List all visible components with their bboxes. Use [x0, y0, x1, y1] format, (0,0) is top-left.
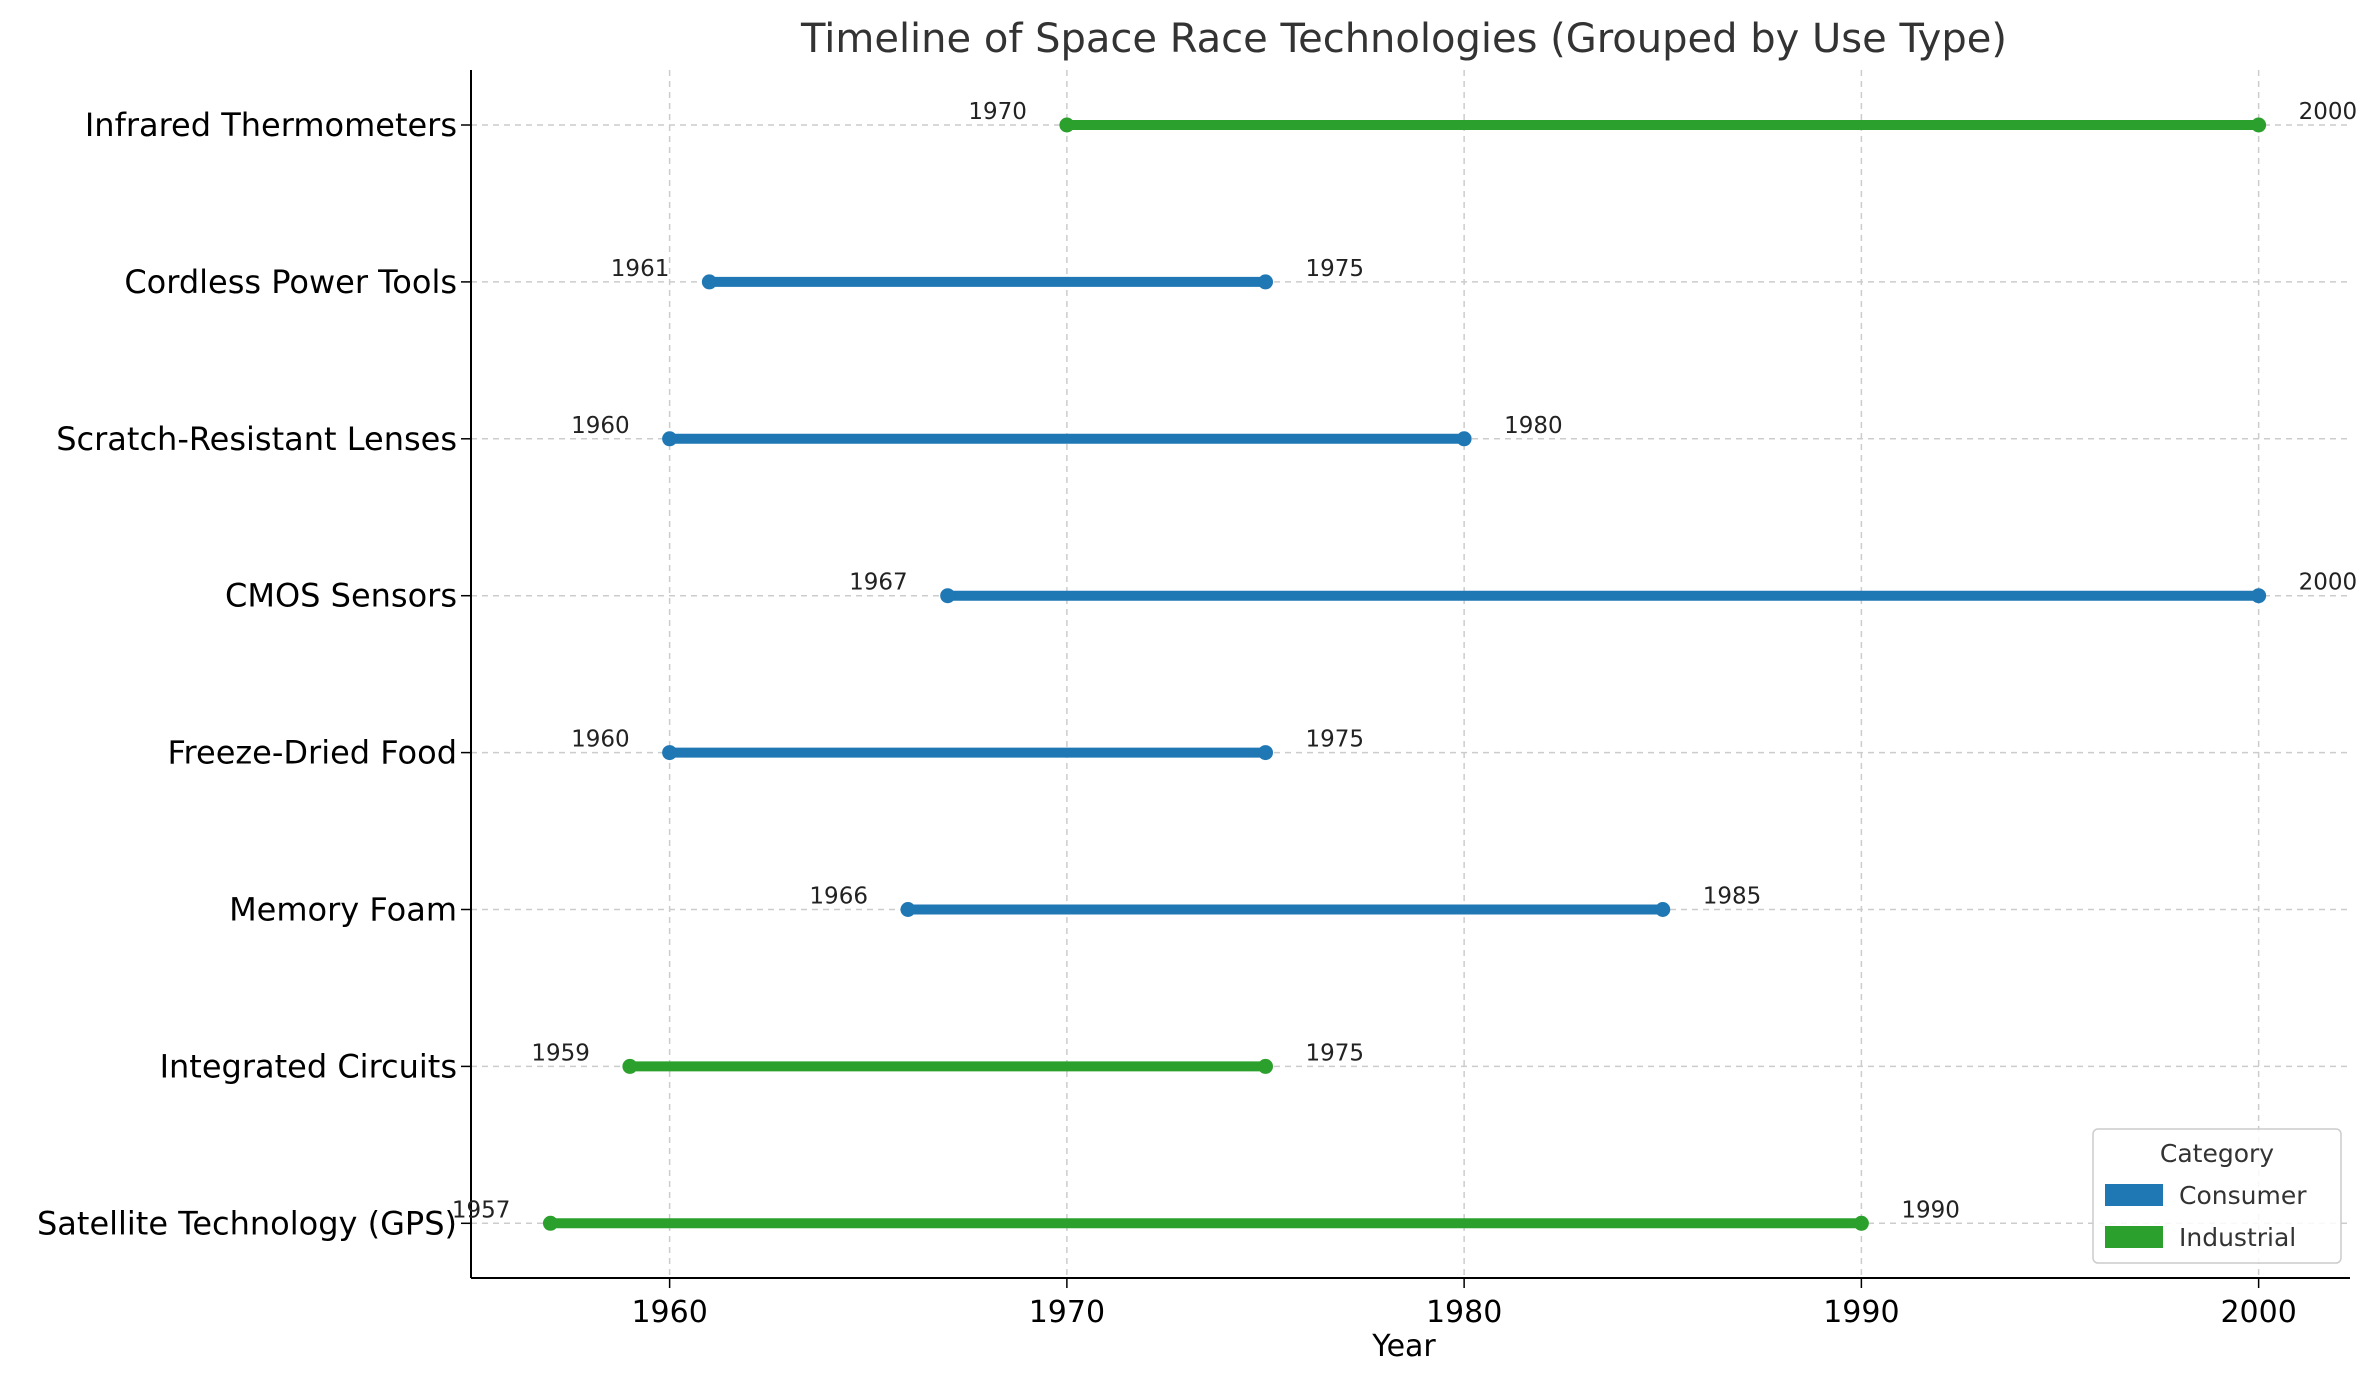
x-tick-label: 1970	[1029, 1295, 1105, 1330]
start-marker	[940, 588, 956, 604]
end-year-label: 1990	[1901, 1197, 1960, 1223]
end-marker	[2251, 588, 2267, 604]
legend-title: Category	[2160, 1139, 2274, 1168]
year-labels: 1970 2000 1961 1975 1960 1980 1967 2000 1960 1975…	[452, 99, 2357, 1223]
y-tick-label: Integrated Circuits	[160, 1047, 457, 1085]
end-marker	[1456, 431, 1472, 447]
legend-swatch	[2105, 1184, 2163, 1206]
axes-layer: 1960 1970 1980 1990 2000 Infrared Thermometer…	[37, 70, 2350, 1330]
end-marker	[1258, 1058, 1274, 1074]
end-year-label: 2000	[2299, 99, 2358, 125]
start-year-label: 1960	[571, 413, 630, 439]
start-year-label: 1957	[452, 1197, 511, 1223]
grid-layer	[471, 70, 2350, 1278]
chart-title: Timeline of Space Race Technologies (Gro…	[800, 16, 2007, 62]
start-year-label: 1966	[809, 884, 868, 910]
start-year-label: 1961	[611, 256, 670, 282]
end-marker	[2251, 117, 2267, 133]
start-year-label: 1967	[849, 570, 908, 596]
x-tick-label: 1980	[1426, 1295, 1502, 1330]
end-year-label: 2000	[2299, 570, 2358, 596]
start-year-label: 1960	[571, 727, 630, 753]
end-marker	[1258, 274, 1274, 290]
start-marker	[542, 1215, 558, 1231]
start-marker	[701, 274, 717, 290]
y-tick-label: Scratch-Resistant Lenses	[56, 420, 457, 458]
x-tick-label: 1960	[631, 1295, 707, 1330]
y-tick-label: Freeze-Dried Food	[167, 734, 457, 772]
start-marker	[622, 1058, 638, 1074]
end-year-label: 1975	[1306, 727, 1365, 753]
start-year-label: 1970	[968, 99, 1027, 125]
y-tick-label: CMOS Sensors	[225, 577, 457, 615]
end-year-label: 1975	[1306, 256, 1365, 282]
end-year-label: 1975	[1306, 1040, 1365, 1066]
legend-swatch	[2105, 1226, 2163, 1248]
y-tick-label: Cordless Power Tools	[124, 263, 457, 301]
legend-entry-label: Industrial	[2179, 1223, 2296, 1252]
y-tick-label: Memory Foam	[229, 891, 457, 929]
end-marker	[1655, 902, 1671, 917]
x-tick-label: 1990	[1823, 1295, 1899, 1330]
timeline-bars	[542, 117, 2267, 1231]
end-year-label: 1985	[1703, 884, 1762, 910]
start-marker	[1059, 117, 1075, 133]
x-tick-label: 2000	[2220, 1295, 2296, 1330]
end-year-label: 1980	[1504, 413, 1563, 439]
end-marker	[1853, 1215, 1869, 1231]
y-tick-label: Infrared Thermometers	[85, 106, 457, 144]
start-marker	[662, 745, 678, 761]
y-tick-label: Satellite Technology (GPS)	[37, 1204, 457, 1242]
end-marker	[1258, 745, 1274, 761]
x-axis-label: Year	[1371, 1329, 1436, 1364]
start-marker	[662, 431, 678, 447]
start-marker	[900, 902, 916, 917]
legend-entry-label: Consumer	[2179, 1181, 2307, 1210]
start-year-label: 1959	[531, 1040, 590, 1066]
legend: Category Consumer Industrial	[2092, 1128, 2342, 1264]
